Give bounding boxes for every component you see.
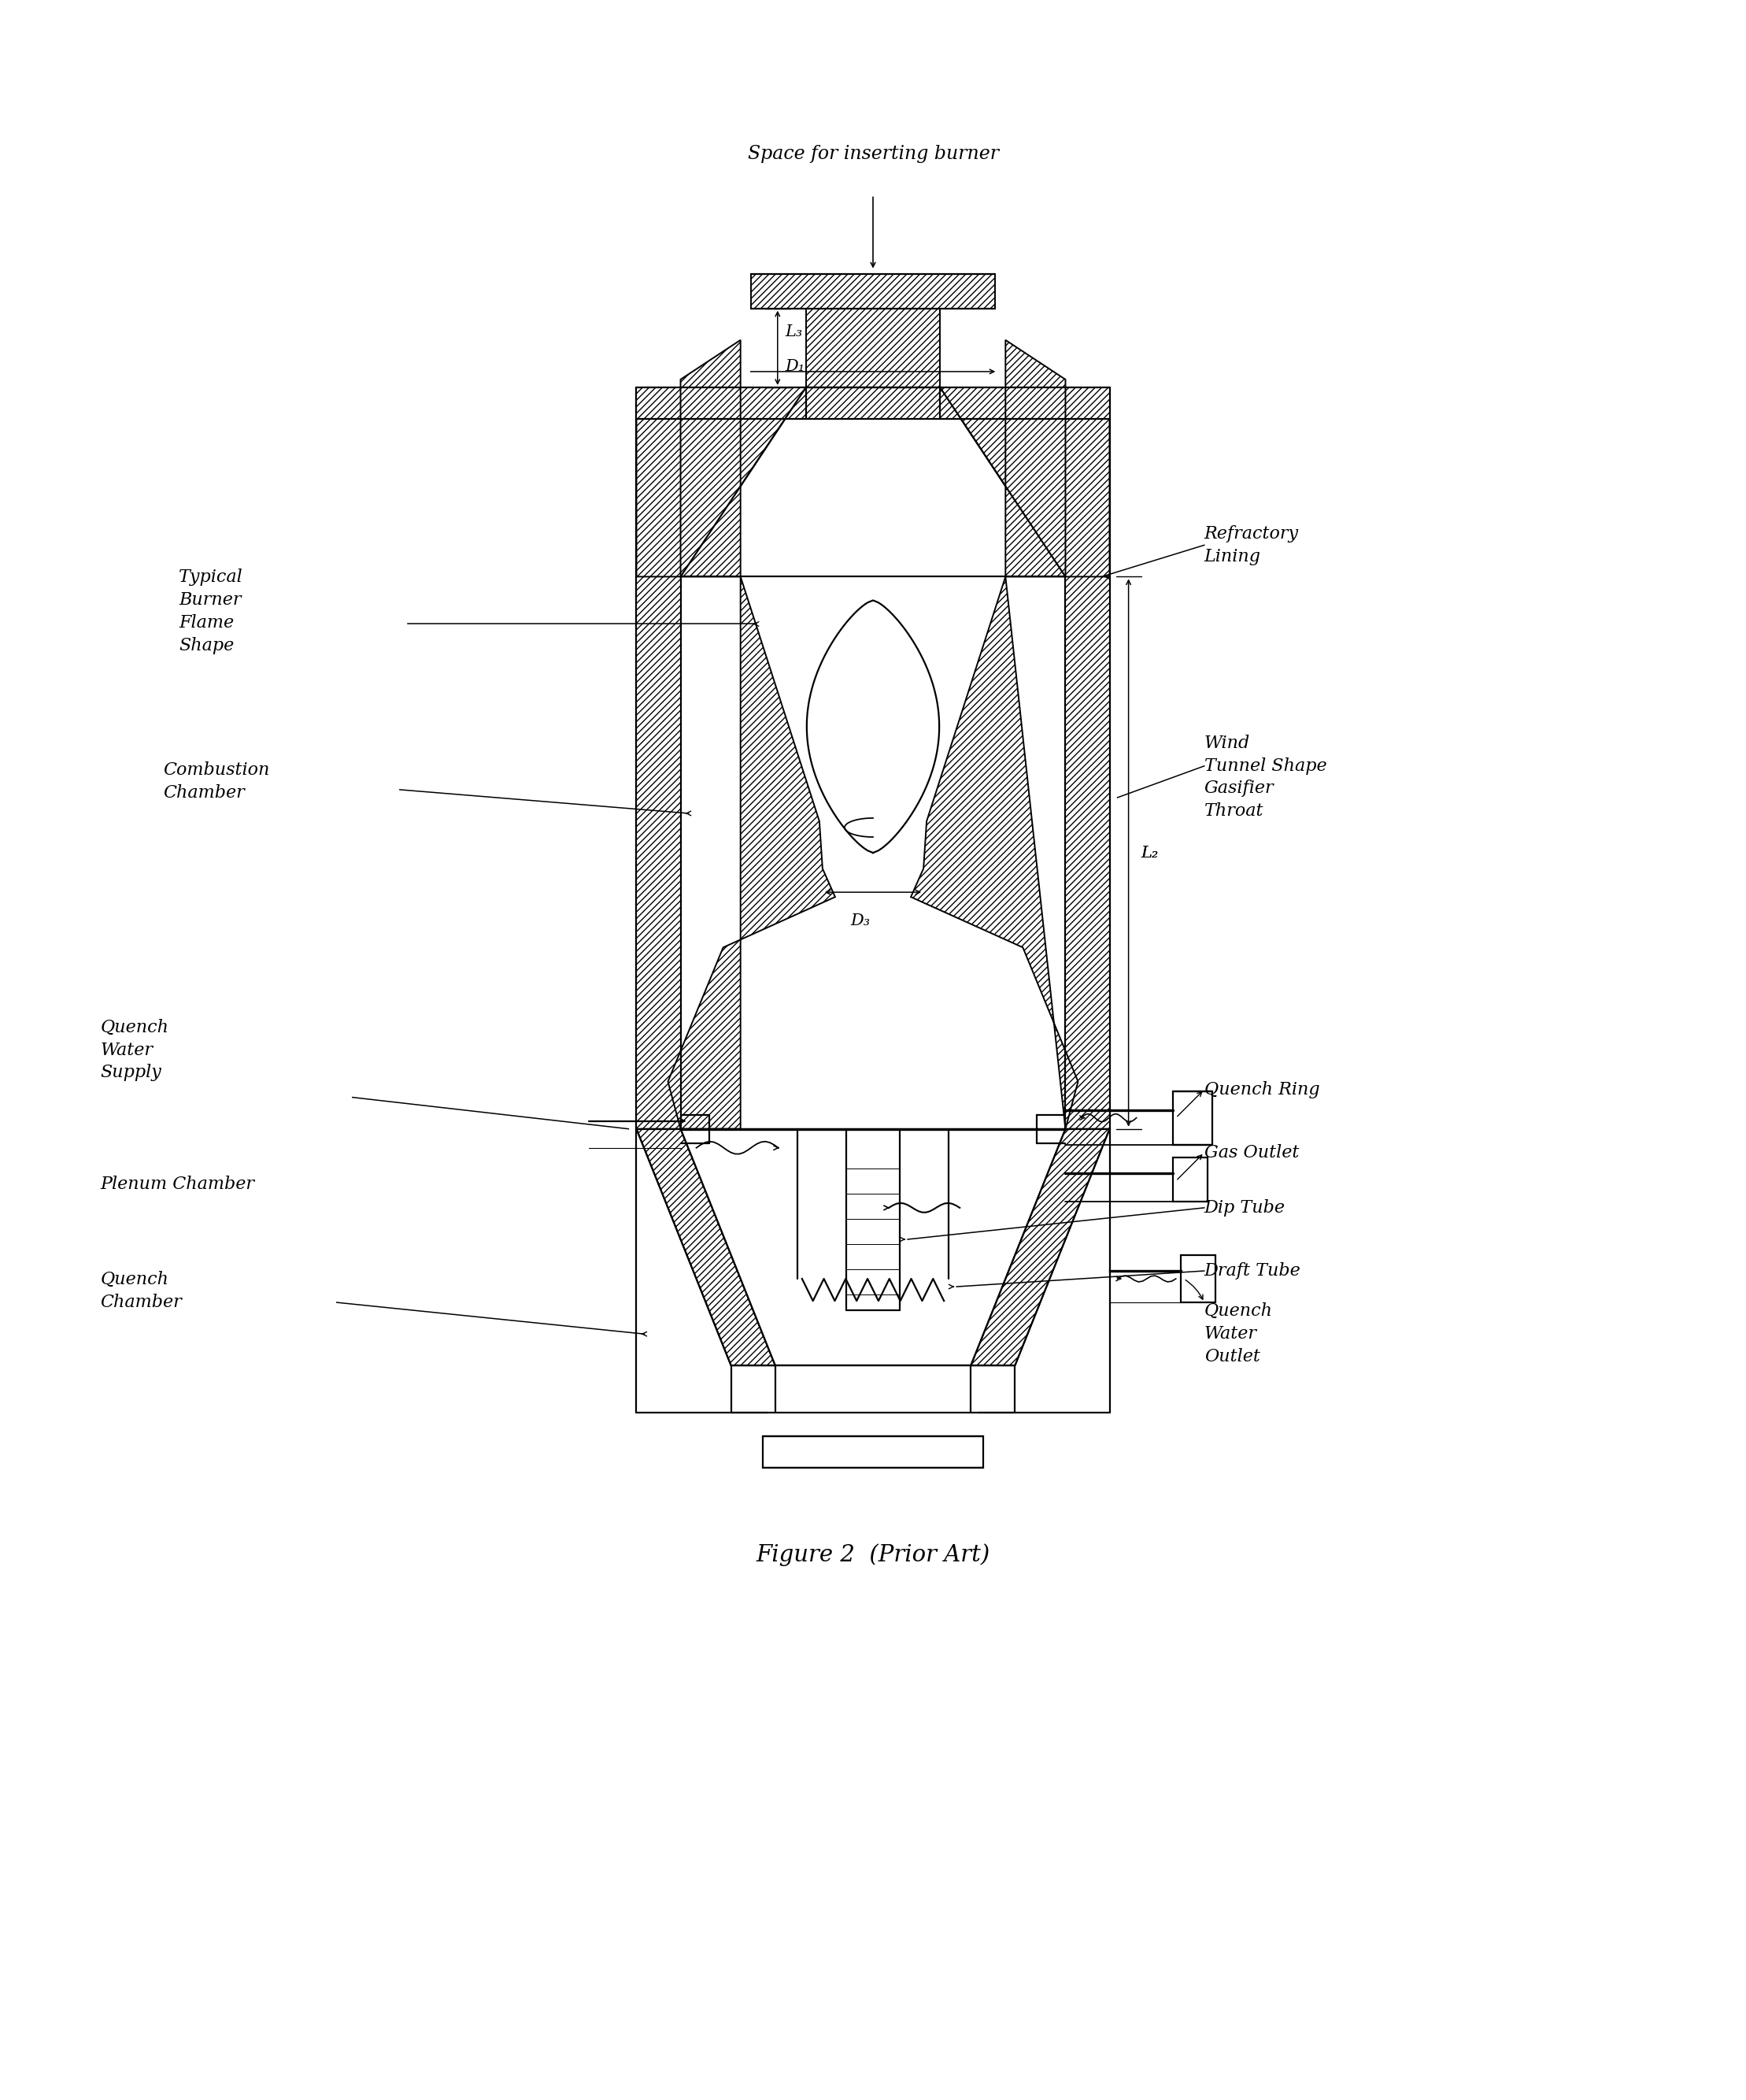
Text: L₃: L₃ [786, 326, 803, 340]
Text: Gas Outlet: Gas Outlet [1205, 1145, 1299, 1161]
Polygon shape [911, 578, 1077, 1130]
Polygon shape [669, 578, 835, 1130]
Polygon shape [636, 1130, 775, 1365]
Polygon shape [971, 1130, 1110, 1365]
Text: Dip Tube: Dip Tube [1205, 1199, 1285, 1216]
Text: Quench
Chamber: Quench Chamber [100, 1270, 182, 1310]
Text: Figure 2  (Prior Art): Figure 2 (Prior Art) [756, 1544, 990, 1567]
Polygon shape [636, 386, 807, 578]
Text: Plenum Chamber: Plenum Chamber [100, 1176, 255, 1193]
Polygon shape [636, 386, 1110, 418]
Text: Quench
Water
Outlet: Quench Water Outlet [1205, 1302, 1273, 1365]
Text: L₂: L₂ [1142, 846, 1159, 861]
Bar [1173, 1092, 1212, 1145]
Polygon shape [681, 340, 740, 578]
Bar [763, 1436, 983, 1468]
Text: Quench Ring: Quench Ring [1205, 1082, 1320, 1098]
Bar [807, 309, 939, 386]
Polygon shape [636, 578, 681, 1130]
Text: Space for inserting burner: Space for inserting burner [747, 145, 999, 164]
Text: Wind
Tunnel Shape
Gasifier
Throat: Wind Tunnel Shape Gasifier Throat [1205, 735, 1327, 819]
Text: D₃: D₃ [850, 914, 870, 928]
Text: Combustion
Chamber: Combustion Chamber [162, 762, 271, 802]
Bar [1180, 1256, 1215, 1302]
Bar [751, 273, 995, 309]
Text: L₂: L₂ [1142, 846, 1159, 861]
Text: Typical
Burner
Flame
Shape: Typical Burner Flame Shape [180, 569, 243, 653]
Text: Draft Tube: Draft Tube [1205, 1262, 1301, 1279]
Text: D₁: D₁ [786, 359, 805, 374]
Text: Quench
Water
Supply: Quench Water Supply [100, 1018, 169, 1082]
Polygon shape [1065, 578, 1110, 1130]
Polygon shape [1006, 340, 1065, 578]
Text: Refractory
Lining: Refractory Lining [1205, 525, 1299, 565]
Bar [1173, 1157, 1208, 1201]
Polygon shape [939, 386, 1110, 578]
